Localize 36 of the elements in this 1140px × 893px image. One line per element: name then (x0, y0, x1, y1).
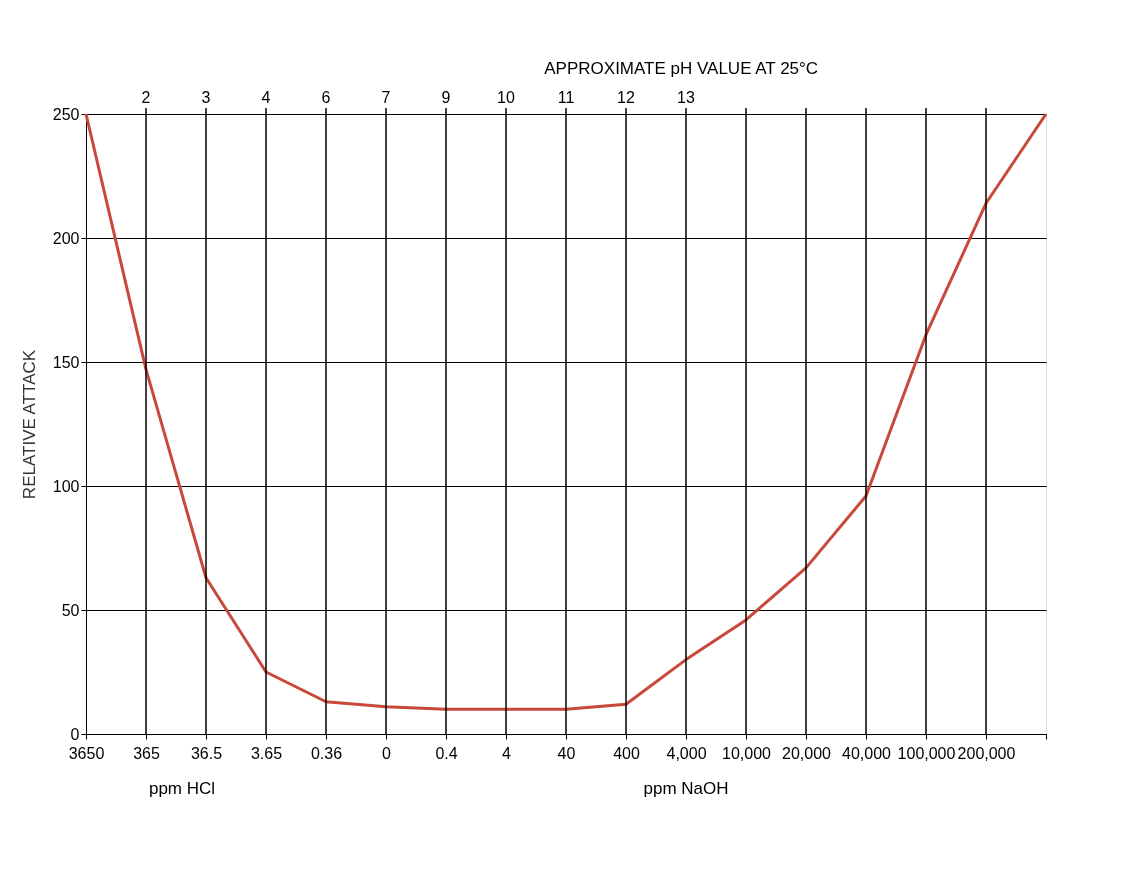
y-axis-title: RELATIVE ATTACK (19, 349, 39, 500)
y-tick-label: 150 (52, 353, 80, 371)
x-tick-label: 3.65 (250, 744, 283, 762)
ref-line-label: 13 (677, 89, 695, 106)
ref-line-label: 3 (201, 89, 211, 106)
x-tick-label: 200,000 (957, 744, 1016, 762)
ref-line-label: 12 (617, 89, 635, 106)
y-tick-label: 200 (52, 229, 80, 247)
x-tick-label: 365 (133, 744, 160, 762)
x-tick-label: 100,000 (897, 744, 956, 762)
x-tick-label: 0.4 (435, 744, 458, 762)
y-tick-label: 50 (61, 601, 80, 619)
y-tick-label: 0 (70, 725, 80, 743)
text: ppm HCl (148, 779, 216, 798)
y-tick-label: 100 (52, 477, 80, 495)
ref-line-label: 2 (141, 89, 151, 106)
x-tick-label: 20,000 (782, 744, 832, 762)
ref-line-label: 7 (381, 89, 391, 106)
x-tick-label: 10,000 (722, 744, 772, 762)
text: ppm NaOH (643, 779, 729, 798)
y-tick-label: 250 (52, 105, 80, 123)
ref-line-label: 4 (261, 89, 271, 106)
x-tick-label: 4 (502, 744, 512, 762)
x-tick-label: 36.5 (190, 744, 223, 762)
ref-line-label: 9 (441, 89, 451, 106)
ref-line-label: 11 (557, 89, 575, 106)
x-tick-label: 0 (382, 744, 392, 762)
x-tick-label: 3650 (68, 744, 105, 762)
x-tick-label: 400 (613, 744, 640, 762)
x-tick-label: 4,000 (666, 744, 707, 762)
x-tick-label: 40 (557, 744, 576, 762)
x-tick-label: 40,000 (842, 744, 892, 762)
x-tick-label: 0.36 (310, 744, 343, 762)
x2-axis-title: APPROXIMATE pH VALUE AT 25°C (544, 59, 819, 78)
ref-line-label: 10 (497, 89, 515, 106)
ref-line-label: 6 (321, 89, 331, 106)
